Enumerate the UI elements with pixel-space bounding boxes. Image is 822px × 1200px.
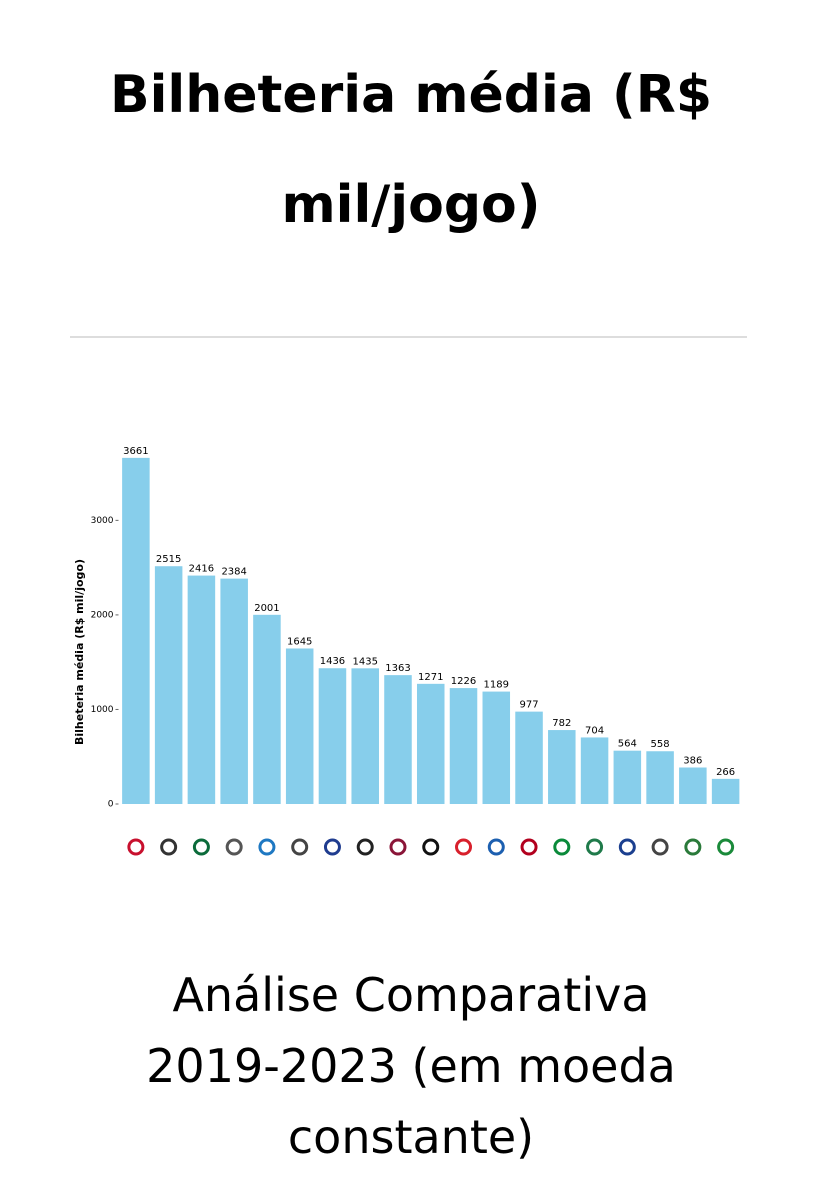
club-crest xyxy=(553,838,571,856)
value-label: 704 xyxy=(585,725,604,736)
footer-text: Análise Comparativa 2019-2023 (em moeda … xyxy=(146,968,676,1164)
club-crest xyxy=(487,838,505,856)
club-crest xyxy=(258,838,276,856)
club-crest xyxy=(356,838,374,856)
bar xyxy=(548,730,576,804)
value-label: 1645 xyxy=(287,636,312,647)
value-label: 564 xyxy=(618,739,637,750)
chart: Bilheteria média (R$ mil/jogo) 0 1000 2000… xyxy=(73,446,740,856)
bar xyxy=(384,675,412,804)
y-tick-label: 1000 xyxy=(91,705,114,715)
bar xyxy=(711,778,740,804)
bar xyxy=(154,566,183,804)
value-label: 2384 xyxy=(221,567,246,578)
bar xyxy=(679,767,707,804)
y-tick-label: 3000 xyxy=(91,516,114,526)
bar xyxy=(285,648,314,804)
club-crest xyxy=(651,838,669,856)
y-tick-label: 2000 xyxy=(91,610,114,620)
bar xyxy=(122,457,150,804)
bar xyxy=(482,691,511,804)
bar xyxy=(646,751,674,804)
value-label: 3661 xyxy=(123,446,148,457)
value-label: 386 xyxy=(683,756,702,767)
club-crest xyxy=(323,838,341,856)
y-axis-label: Bilheteria média (R$ mil/jogo) xyxy=(73,559,86,745)
club-crest xyxy=(389,838,407,856)
bar xyxy=(416,683,445,804)
value-label: 558 xyxy=(651,739,670,750)
bar xyxy=(613,750,642,804)
value-label: 1436 xyxy=(320,656,345,667)
page-title: Bilheteria média (R$ mil/jogo) xyxy=(109,65,713,235)
value-label: 1226 xyxy=(451,676,476,687)
club-crest xyxy=(291,838,309,856)
value-label: 2515 xyxy=(156,554,181,565)
club-crest xyxy=(455,838,473,856)
value-label: 977 xyxy=(519,700,538,711)
club-crest xyxy=(520,838,538,856)
club-crest xyxy=(225,838,243,856)
value-label: 1435 xyxy=(352,656,377,667)
value-label: 1271 xyxy=(418,672,443,683)
value-label: 1363 xyxy=(385,663,410,674)
bar xyxy=(449,688,478,804)
divider xyxy=(70,336,747,338)
club-crest xyxy=(717,838,735,856)
value-label: 782 xyxy=(552,718,571,729)
bar xyxy=(515,711,543,804)
club-crest xyxy=(192,838,210,856)
club-crest xyxy=(422,838,440,856)
value-label: 2416 xyxy=(189,564,214,575)
bar xyxy=(253,614,281,804)
value-label: 1189 xyxy=(484,680,509,691)
bar xyxy=(351,668,379,804)
club-crest xyxy=(586,838,604,856)
value-label: 2001 xyxy=(254,603,279,614)
bar xyxy=(220,578,248,804)
bar xyxy=(187,575,216,804)
club-crest xyxy=(160,838,178,856)
club-crest xyxy=(618,838,636,856)
bar xyxy=(318,668,347,804)
value-label: 266 xyxy=(716,767,735,778)
club-crest xyxy=(127,838,145,856)
bar xyxy=(580,737,609,804)
y-tick-label: 0 xyxy=(108,800,114,810)
club-crest xyxy=(684,838,702,856)
